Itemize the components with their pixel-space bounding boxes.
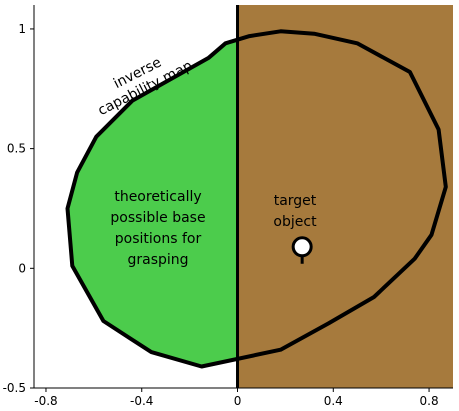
y-tick-label: 0 [18, 261, 26, 275]
x-axis-ticks: -0.8 -0.4 0 0.4 0.8 [34, 388, 439, 408]
x-tick-label: 0.4 [324, 394, 343, 408]
target-label-line-2: object [273, 214, 317, 230]
region-label-line-1: theoretically [114, 189, 201, 205]
x-tick-label: 0.8 [420, 394, 439, 408]
obstacle-region [237, 5, 453, 388]
y-tick-label: -0.5 [3, 381, 26, 395]
x-tick-label: -0.8 [34, 394, 57, 408]
region-label-line-2: possible base [110, 210, 205, 226]
y-tick-label: 0.5 [7, 142, 26, 156]
region-label-line-3: positions for [115, 231, 202, 247]
x-tick-label: 0 [234, 394, 242, 408]
y-tick-label: 1 [18, 22, 26, 36]
target-label: target object [273, 193, 317, 230]
y-axis-ticks: -0.5 0 0.5 1 [3, 22, 34, 395]
target-object-marker [291, 236, 313, 258]
x-tick-label: -0.4 [130, 394, 153, 408]
target-label-line-1: target [274, 193, 317, 209]
region-label-line-4: grasping [127, 252, 188, 268]
inverse-capability-map-outline [65, 29, 448, 369]
feasible-base-region [67, 39, 238, 367]
region-label: theoretically possible base positions fo… [110, 189, 205, 268]
